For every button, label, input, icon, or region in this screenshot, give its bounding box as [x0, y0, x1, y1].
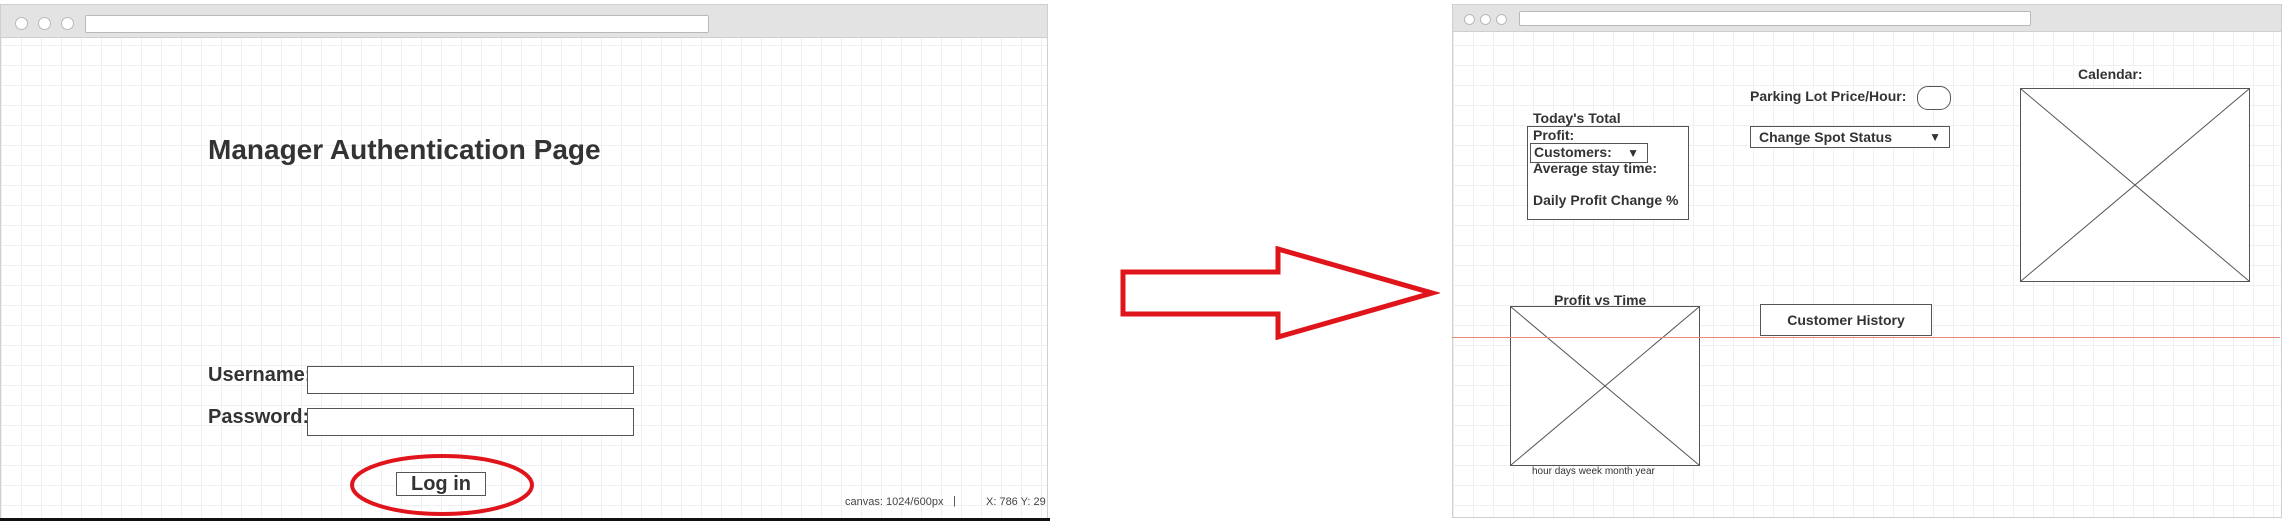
- window-dot-minimize[interactable]: [38, 17, 51, 30]
- daily-profit-change-label: Daily Profit Change %: [1533, 192, 1679, 208]
- address-bar[interactable]: [1519, 11, 2031, 26]
- parking-price-label: Parking Lot Price/Hour:: [1750, 88, 1907, 104]
- image-placeholder-icon: [2021, 89, 2249, 281]
- customers-dropdown[interactable]: Customers: ▼: [1530, 143, 1648, 163]
- window-dot-maximize[interactable]: [1496, 14, 1507, 25]
- right-arrow-icon: [1120, 246, 1440, 340]
- profit-vs-time-label: Profit vs Time: [1554, 292, 1647, 308]
- window-dot-minimize[interactable]: [1480, 14, 1491, 25]
- address-bar[interactable]: [85, 15, 709, 33]
- chevron-down-icon: ▼: [1627, 146, 1639, 160]
- window-dot-close[interactable]: [15, 17, 28, 30]
- login-highlight-ellipse: [350, 454, 534, 516]
- status-coords: X: 786 Y: 29: [986, 496, 1046, 508]
- calendar-label: Calendar:: [2078, 66, 2143, 82]
- calendar-widget[interactable]: [2020, 88, 2250, 282]
- password-label: Password:: [208, 406, 310, 428]
- todays-total-profit-label: Today's Total Profit:: [1533, 110, 1621, 143]
- status-canvas: canvas: 1024/600px: [845, 496, 944, 508]
- parking-price-input[interactable]: [1917, 86, 1951, 110]
- average-stay-label: Average stay time:: [1533, 160, 1657, 176]
- browser-chrome: [1453, 5, 2281, 32]
- red-guide-line: [1452, 337, 2280, 338]
- image-placeholder-icon: [1511, 307, 1699, 465]
- change-spot-status-dropdown[interactable]: Change Spot Status ▼: [1750, 126, 1950, 148]
- username-label: Username:: [208, 364, 312, 386]
- stats-panel: [1527, 126, 1689, 220]
- username-input[interactable]: [307, 366, 634, 394]
- customer-history-button[interactable]: Customer History: [1760, 304, 1932, 336]
- window-dot-close[interactable]: [1464, 14, 1475, 25]
- bottom-rule: [0, 518, 1050, 521]
- page-title: Manager Authentication Page: [208, 134, 601, 165]
- profit-vs-time-chart: [1510, 306, 1700, 466]
- status-separator: |: [953, 495, 956, 507]
- browser-chrome: [1, 5, 1047, 38]
- login-screen-frame: [0, 4, 1048, 520]
- chevron-down-icon: ▼: [1929, 130, 1941, 144]
- password-input[interactable]: [307, 408, 634, 436]
- login-button[interactable]: Log in: [396, 472, 486, 496]
- window-dot-maximize[interactable]: [61, 17, 74, 30]
- time-range-options[interactable]: hour days week month year: [1532, 466, 1655, 477]
